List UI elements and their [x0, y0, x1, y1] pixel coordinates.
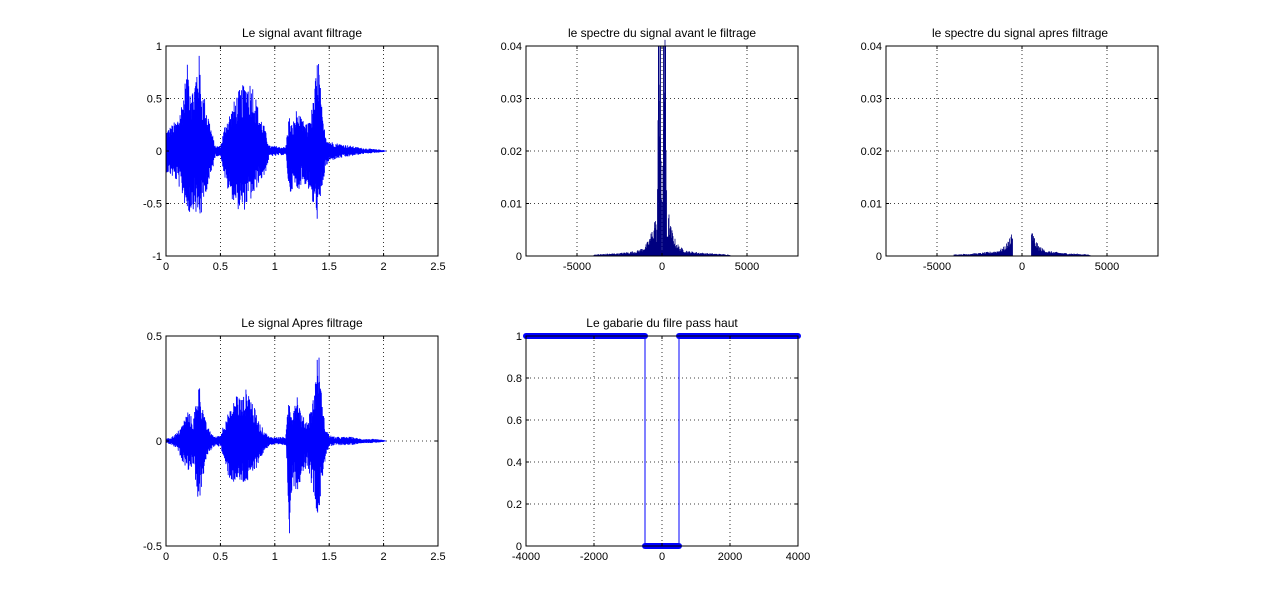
y-tick-label: 0.01	[861, 199, 882, 211]
y-tick-label: 0	[516, 251, 522, 263]
spectrum-series	[953, 233, 1091, 256]
y-tick-label: 0.03	[861, 94, 882, 106]
x-tick-label: 0.5	[213, 261, 228, 273]
x-tick-label: 1	[272, 551, 278, 563]
plot-title: Le signal avant filtrage	[242, 26, 362, 40]
x-tick-label: -5000	[923, 261, 951, 273]
x-tick-label: 2	[381, 261, 387, 273]
y-tick-label: 0	[876, 251, 882, 263]
x-tick-label: 1.5	[322, 261, 337, 273]
plot-title: le spectre du signal avant le filtrage	[568, 26, 756, 40]
plot-filter-template: Le gabarie du filre pass haut -4000 -2000…	[507, 316, 811, 563]
y-tick-label: 0.2	[507, 499, 522, 511]
plot-title: Le signal Apres filtrage	[241, 316, 363, 330]
y-tick-label: 0	[156, 146, 162, 158]
y-tick-label: 0.8	[507, 373, 522, 385]
y-tick-label: -0.5	[143, 199, 162, 211]
x-tick-label: 2	[381, 551, 387, 563]
y-tick-label: 1	[156, 41, 162, 53]
y-tick-label: 0.4	[507, 457, 522, 469]
y-tick-label: -0.5	[143, 541, 162, 553]
plot-spectrum-after: le spectre du signal apres filtrage -500…	[861, 26, 1159, 273]
x-tick-label: 2000	[718, 551, 742, 563]
x-tick-label: 0.5	[213, 551, 228, 563]
x-tick-label: 0	[659, 261, 665, 273]
x-tick-label: 1	[272, 261, 278, 273]
x-tick-label: 5000	[735, 261, 759, 273]
y-tick-label: 0.04	[501, 41, 522, 53]
y-tick-label: 0.04	[861, 41, 882, 53]
waveform-series	[165, 55, 387, 219]
plot-spectrum-before: le spectre du signal avant le filtrage -…	[501, 26, 799, 273]
y-tick-label: -1	[152, 251, 162, 263]
plot-signal-after: Le signal Apres filtrage 0 0.5 1 1.5 2 2.5 -0…	[143, 316, 446, 563]
waveform-series	[165, 357, 387, 534]
x-tick-label: 0	[1019, 261, 1025, 273]
x-tick-label: 2.5	[430, 261, 445, 273]
x-tick-label: -5000	[563, 261, 591, 273]
y-tick-label: 0.5	[147, 94, 162, 106]
y-tick-label: 0	[156, 436, 162, 448]
x-tick-label: -4000	[512, 551, 540, 563]
y-tick-label: 0.5	[147, 331, 162, 343]
x-tick-label: -2000	[580, 551, 608, 563]
y-tick-label: 0.01	[501, 199, 522, 211]
y-tick-label: 0	[516, 541, 522, 553]
x-tick-label: 2.5	[430, 551, 445, 563]
y-tick-label: 0.02	[501, 146, 522, 158]
x-tick-label: 0	[659, 551, 665, 563]
x-tick-label: 5000	[1095, 261, 1119, 273]
x-tick-label: 1.5	[322, 551, 337, 563]
x-tick-label: 4000	[786, 551, 810, 563]
x-tick-label: 0	[163, 551, 169, 563]
y-tick-label: 0.02	[861, 146, 882, 158]
plot-title: Le gabarie du filre pass haut	[586, 316, 738, 330]
x-tick-label: 0	[163, 261, 169, 273]
spectrum-series	[593, 39, 731, 256]
plot-signal-before: Le signal avant filtrage 0 0.5 1 1.5 2 2.5 -1…	[143, 26, 446, 273]
y-tick-label: 0.6	[507, 415, 522, 427]
y-tick-label: 1	[516, 331, 522, 343]
y-tick-label: 0.03	[501, 94, 522, 106]
plot-title: le spectre du signal apres filtrage	[932, 26, 1108, 40]
